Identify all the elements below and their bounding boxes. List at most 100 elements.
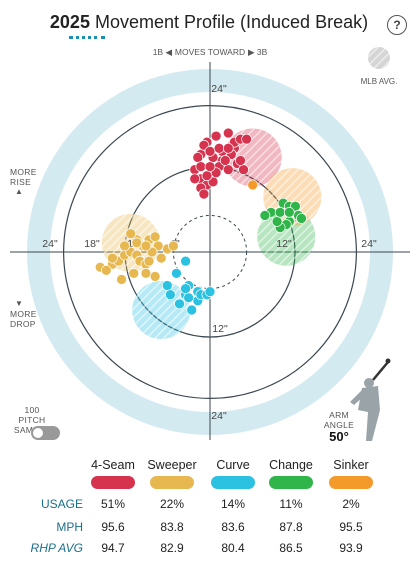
data-point[interactable] xyxy=(125,228,137,240)
data-point[interactable] xyxy=(222,142,234,154)
data-point[interactable] xyxy=(296,213,307,224)
data-point[interactable] xyxy=(259,210,271,221)
chart-title: 2025 Movement Profile (Induced Break) xyxy=(0,12,418,33)
arm-angle-line1: ARM xyxy=(329,410,349,420)
direction-label: 1B ◀ MOVES TOWARD ▶ 3B xyxy=(153,47,268,57)
cell-rhp_avg: 80.4 xyxy=(221,541,245,555)
data-point[interactable] xyxy=(149,231,161,243)
pitch-name-0: 4-Seam xyxy=(91,458,135,472)
data-point[interactable] xyxy=(128,268,140,279)
data-point[interactable] xyxy=(210,130,222,142)
direction-right: ▶ 3B xyxy=(248,47,268,57)
pitch-color-swatch[interactable] xyxy=(269,476,313,489)
sample-line1: 100 PITCH xyxy=(18,405,46,425)
pitcher-figure-icon xyxy=(350,358,391,441)
data-point[interactable] xyxy=(100,264,112,276)
data-point[interactable] xyxy=(180,255,191,267)
pitch-color-swatch[interactable] xyxy=(329,476,373,489)
series-sinker xyxy=(247,179,259,191)
data-point[interactable] xyxy=(219,155,231,166)
data-point[interactable] xyxy=(195,161,207,172)
data-point[interactable] xyxy=(155,252,167,264)
data-point[interactable] xyxy=(241,133,252,145)
data-point[interactable] xyxy=(213,142,225,154)
tick-label: 12" xyxy=(276,238,292,250)
pitch-color-swatch[interactable] xyxy=(91,476,135,489)
more-rise-line1: MORE xyxy=(10,167,37,177)
data-point[interactable] xyxy=(271,216,283,227)
cell-usage: 51% xyxy=(100,497,126,511)
data-point[interactable] xyxy=(119,240,130,252)
title-year: 2025 xyxy=(49,12,90,32)
data-point[interactable] xyxy=(180,283,191,294)
year-underline xyxy=(69,36,105,39)
row-label-rhp_avg: RHP AVG xyxy=(30,541,83,555)
data-point[interactable] xyxy=(174,298,185,310)
up-arrow-icon: ▲ xyxy=(15,187,24,196)
more-drop-line1: MORE xyxy=(10,309,37,319)
data-point[interactable] xyxy=(140,268,152,279)
cell-rhp_avg: 86.5 xyxy=(279,541,303,555)
data-point[interactable] xyxy=(192,152,204,163)
mlb-avg-legend: MLB AVG. xyxy=(361,47,398,86)
data-point[interactable] xyxy=(116,274,127,285)
tick-label: 24" xyxy=(42,238,58,250)
data-point[interactable] xyxy=(198,188,210,200)
data-point[interactable] xyxy=(186,304,198,316)
cell-mph: 87.8 xyxy=(279,520,303,534)
cell-rhp_avg: 94.7 xyxy=(101,541,125,555)
cell-rhp_avg: 93.9 xyxy=(339,541,363,555)
cell-usage: 14% xyxy=(220,497,246,511)
data-point[interactable] xyxy=(204,286,216,297)
cell-mph: 83.8 xyxy=(160,520,184,534)
arm-angle-label: ARM ANGLE xyxy=(322,410,356,430)
data-point[interactable] xyxy=(235,155,246,166)
tick-label: 24" xyxy=(361,238,377,250)
pitch-sample-toggle[interactable] xyxy=(31,426,60,440)
series-change xyxy=(259,197,307,233)
tick-label: 24" xyxy=(211,410,227,422)
data-point[interactable] xyxy=(140,240,152,252)
cell-rhp_avg: 82.9 xyxy=(160,541,184,555)
mlb-avg-label: MLB AVG. xyxy=(361,77,398,86)
series-4-seam xyxy=(189,127,252,200)
help-icon[interactable]: ? xyxy=(387,15,407,35)
data-point[interactable] xyxy=(183,292,194,304)
series-sweeper xyxy=(94,228,179,285)
data-point[interactable] xyxy=(238,164,249,175)
arm-angle-value: 50° xyxy=(329,429,349,444)
data-point[interactable] xyxy=(222,127,234,139)
data-point[interactable] xyxy=(247,179,259,191)
pitch-name-4: Sinker xyxy=(333,458,369,472)
tick-label: 12" xyxy=(212,323,228,335)
pitch-color-swatch[interactable] xyxy=(211,476,255,489)
cell-usage: 2% xyxy=(342,497,360,511)
data-point[interactable] xyxy=(161,280,173,291)
data-point[interactable] xyxy=(274,207,286,218)
more-rise-line2: RISE xyxy=(10,177,32,187)
direction-left: 1B ◀ xyxy=(153,47,173,57)
data-point[interactable] xyxy=(107,252,118,264)
more-drop-line2: DROP xyxy=(10,319,36,329)
more-drop-label: ▼ MORE DROP xyxy=(10,299,37,329)
data-point[interactable] xyxy=(165,289,176,301)
data-point[interactable] xyxy=(143,255,155,267)
data-point[interactable] xyxy=(189,173,201,185)
cell-usage: 11% xyxy=(279,497,303,511)
data-point[interactable] xyxy=(204,161,216,172)
pitch-color-swatch[interactable] xyxy=(150,476,194,489)
data-point[interactable] xyxy=(171,268,182,279)
data-point[interactable] xyxy=(204,146,216,157)
pitch-name-3: Change xyxy=(269,458,313,472)
data-point[interactable] xyxy=(222,164,234,175)
data-point[interactable] xyxy=(149,271,161,282)
tick-label: 24" xyxy=(211,83,227,95)
data-point[interactable] xyxy=(131,237,143,249)
data-point[interactable] xyxy=(283,207,295,218)
pitch-name-2: Curve xyxy=(216,458,250,472)
title-text: Movement Profile (Induced Break) xyxy=(94,12,369,32)
data-point[interactable] xyxy=(201,170,213,182)
series-curve xyxy=(161,255,216,316)
data-point[interactable] xyxy=(168,240,179,252)
pitch-name-1: Sweeper xyxy=(147,458,197,472)
